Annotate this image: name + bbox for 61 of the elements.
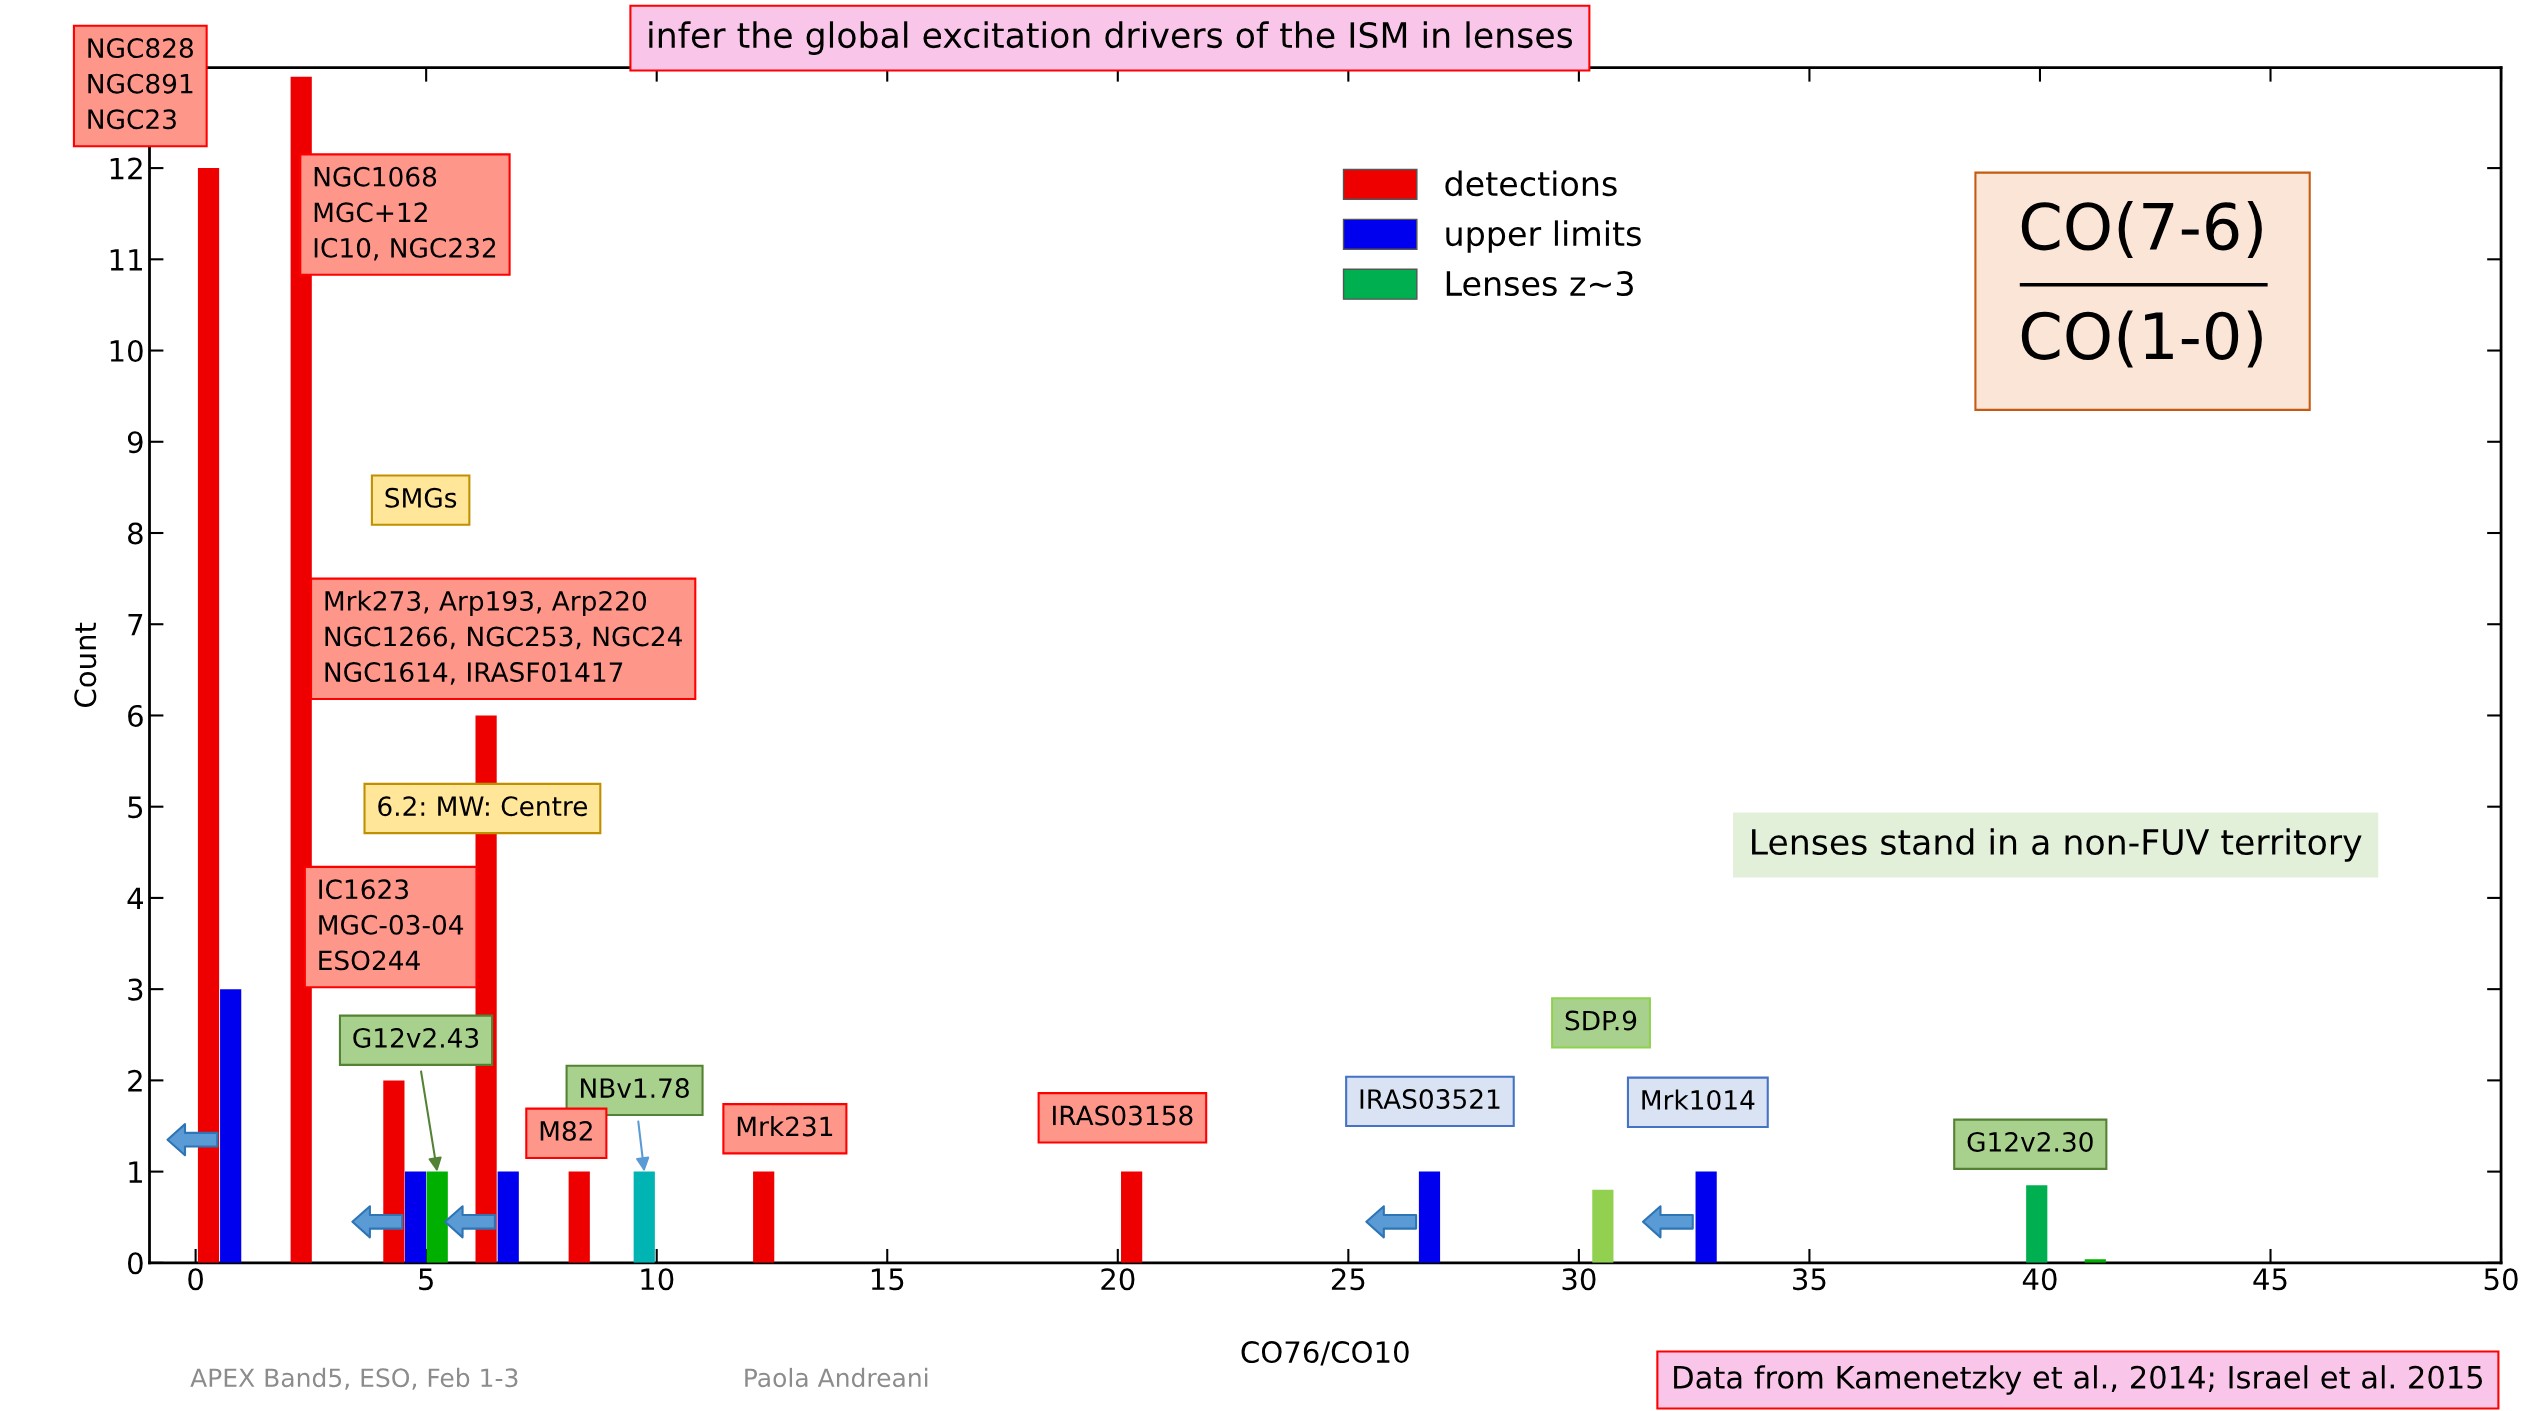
- x-tick-label: 50: [2484, 1268, 2518, 1291]
- annotation: 6.2: MW: Centre: [378, 796, 588, 817]
- y-tick-label: 4: [127, 887, 144, 909]
- bar: [2026, 1185, 2048, 1263]
- annotation: NBv1.78: [581, 1078, 689, 1099]
- y-tick-label: 3: [128, 978, 143, 1001]
- y-tick-label: 11: [110, 249, 142, 271]
- annotation: G12v2.30: [1967, 1131, 2093, 1152]
- text: Paola Andreani: [745, 1367, 928, 1388]
- x-tick-label: 15: [871, 1268, 904, 1291]
- annotation: Mrk1014: [1642, 1089, 1755, 1110]
- bar: [568, 1171, 590, 1263]
- legend-label: upper limits: [1446, 220, 1641, 253]
- bar: [220, 989, 242, 1263]
- x-tick-label: 5: [419, 1268, 433, 1291]
- y-tick-label: 8: [128, 522, 143, 545]
- bar: [1592, 1189, 1614, 1263]
- x-tick-label: 0: [188, 1268, 203, 1291]
- y-axis-title: Count: [74, 622, 97, 707]
- x-tick-label: 30: [1562, 1268, 1596, 1291]
- bar: [753, 1171, 775, 1263]
- x-tick-label: 25: [1331, 1268, 1365, 1291]
- text: Data from Kamenetzky et al., 2014; Israel et al. 2015: [1674, 1365, 2482, 1395]
- x-axis-title: CO76/CO10: [1241, 1341, 1409, 1366]
- legend-label: Lenses z~3: [1446, 270, 1633, 297]
- x-tick-label: 35: [1793, 1268, 1826, 1291]
- y-tick-label: 0: [128, 1252, 143, 1275]
- x-tick-label: 10: [641, 1268, 674, 1291]
- y-tick-label: 9: [127, 431, 143, 454]
- y-tick-label: 1: [129, 1161, 142, 1183]
- y-tick-label: 2: [128, 1069, 142, 1092]
- annotation: Mrk231: [737, 1115, 833, 1137]
- x-tick-label: 20: [1101, 1268, 1135, 1291]
- annotation: CO(1-0): [2021, 310, 2262, 368]
- bar: [1695, 1171, 1717, 1263]
- x-tick-label: 40: [2022, 1268, 2057, 1291]
- annotation: M82: [540, 1120, 592, 1141]
- annotation: CO(7-6): [2021, 201, 2262, 258]
- annotation: IRAS03158: [1053, 1105, 1193, 1126]
- annotation: Lenses stand in a non-FUV territory: [1752, 828, 2362, 862]
- annotation: IC1623 MGC-03-04 ESO244: [319, 879, 464, 971]
- y-tick-label: 12: [110, 157, 142, 180]
- x-tick-label: 45: [2253, 1268, 2287, 1291]
- annotation: IRAS03521: [1360, 1089, 1500, 1110]
- bar: [1418, 1171, 1441, 1263]
- bar: [404, 1171, 427, 1263]
- y-tick-label: 6: [128, 704, 143, 727]
- chart-title: infer the global excitation drivers of the ISM in lenses: [649, 21, 1573, 55]
- annotation: SMGs: [385, 487, 457, 508]
- bar: [497, 1171, 519, 1263]
- annotation: Mrk273, Arp193, Arp220 NGC1266, NGC253, NGC24 NGC1614, IRASF01417: [325, 590, 682, 685]
- annotation: NGC1068 MGC+12 IC10, NGC232: [314, 166, 496, 261]
- bar: [1121, 1171, 1143, 1263]
- annotation: G12v2.43: [353, 1027, 479, 1048]
- annotation: SDP.9: [1565, 1010, 1637, 1031]
- y-tick-label: 7: [128, 614, 143, 636]
- annotation: NGC828 NGC891 NGC23: [88, 38, 193, 130]
- text: APEX Band5, ESO, Feb 1-3: [190, 1367, 518, 1390]
- y-tick-label: 10: [110, 339, 143, 363]
- legend-label: detections: [1445, 170, 1617, 197]
- y-tick-label: 5: [128, 796, 143, 819]
